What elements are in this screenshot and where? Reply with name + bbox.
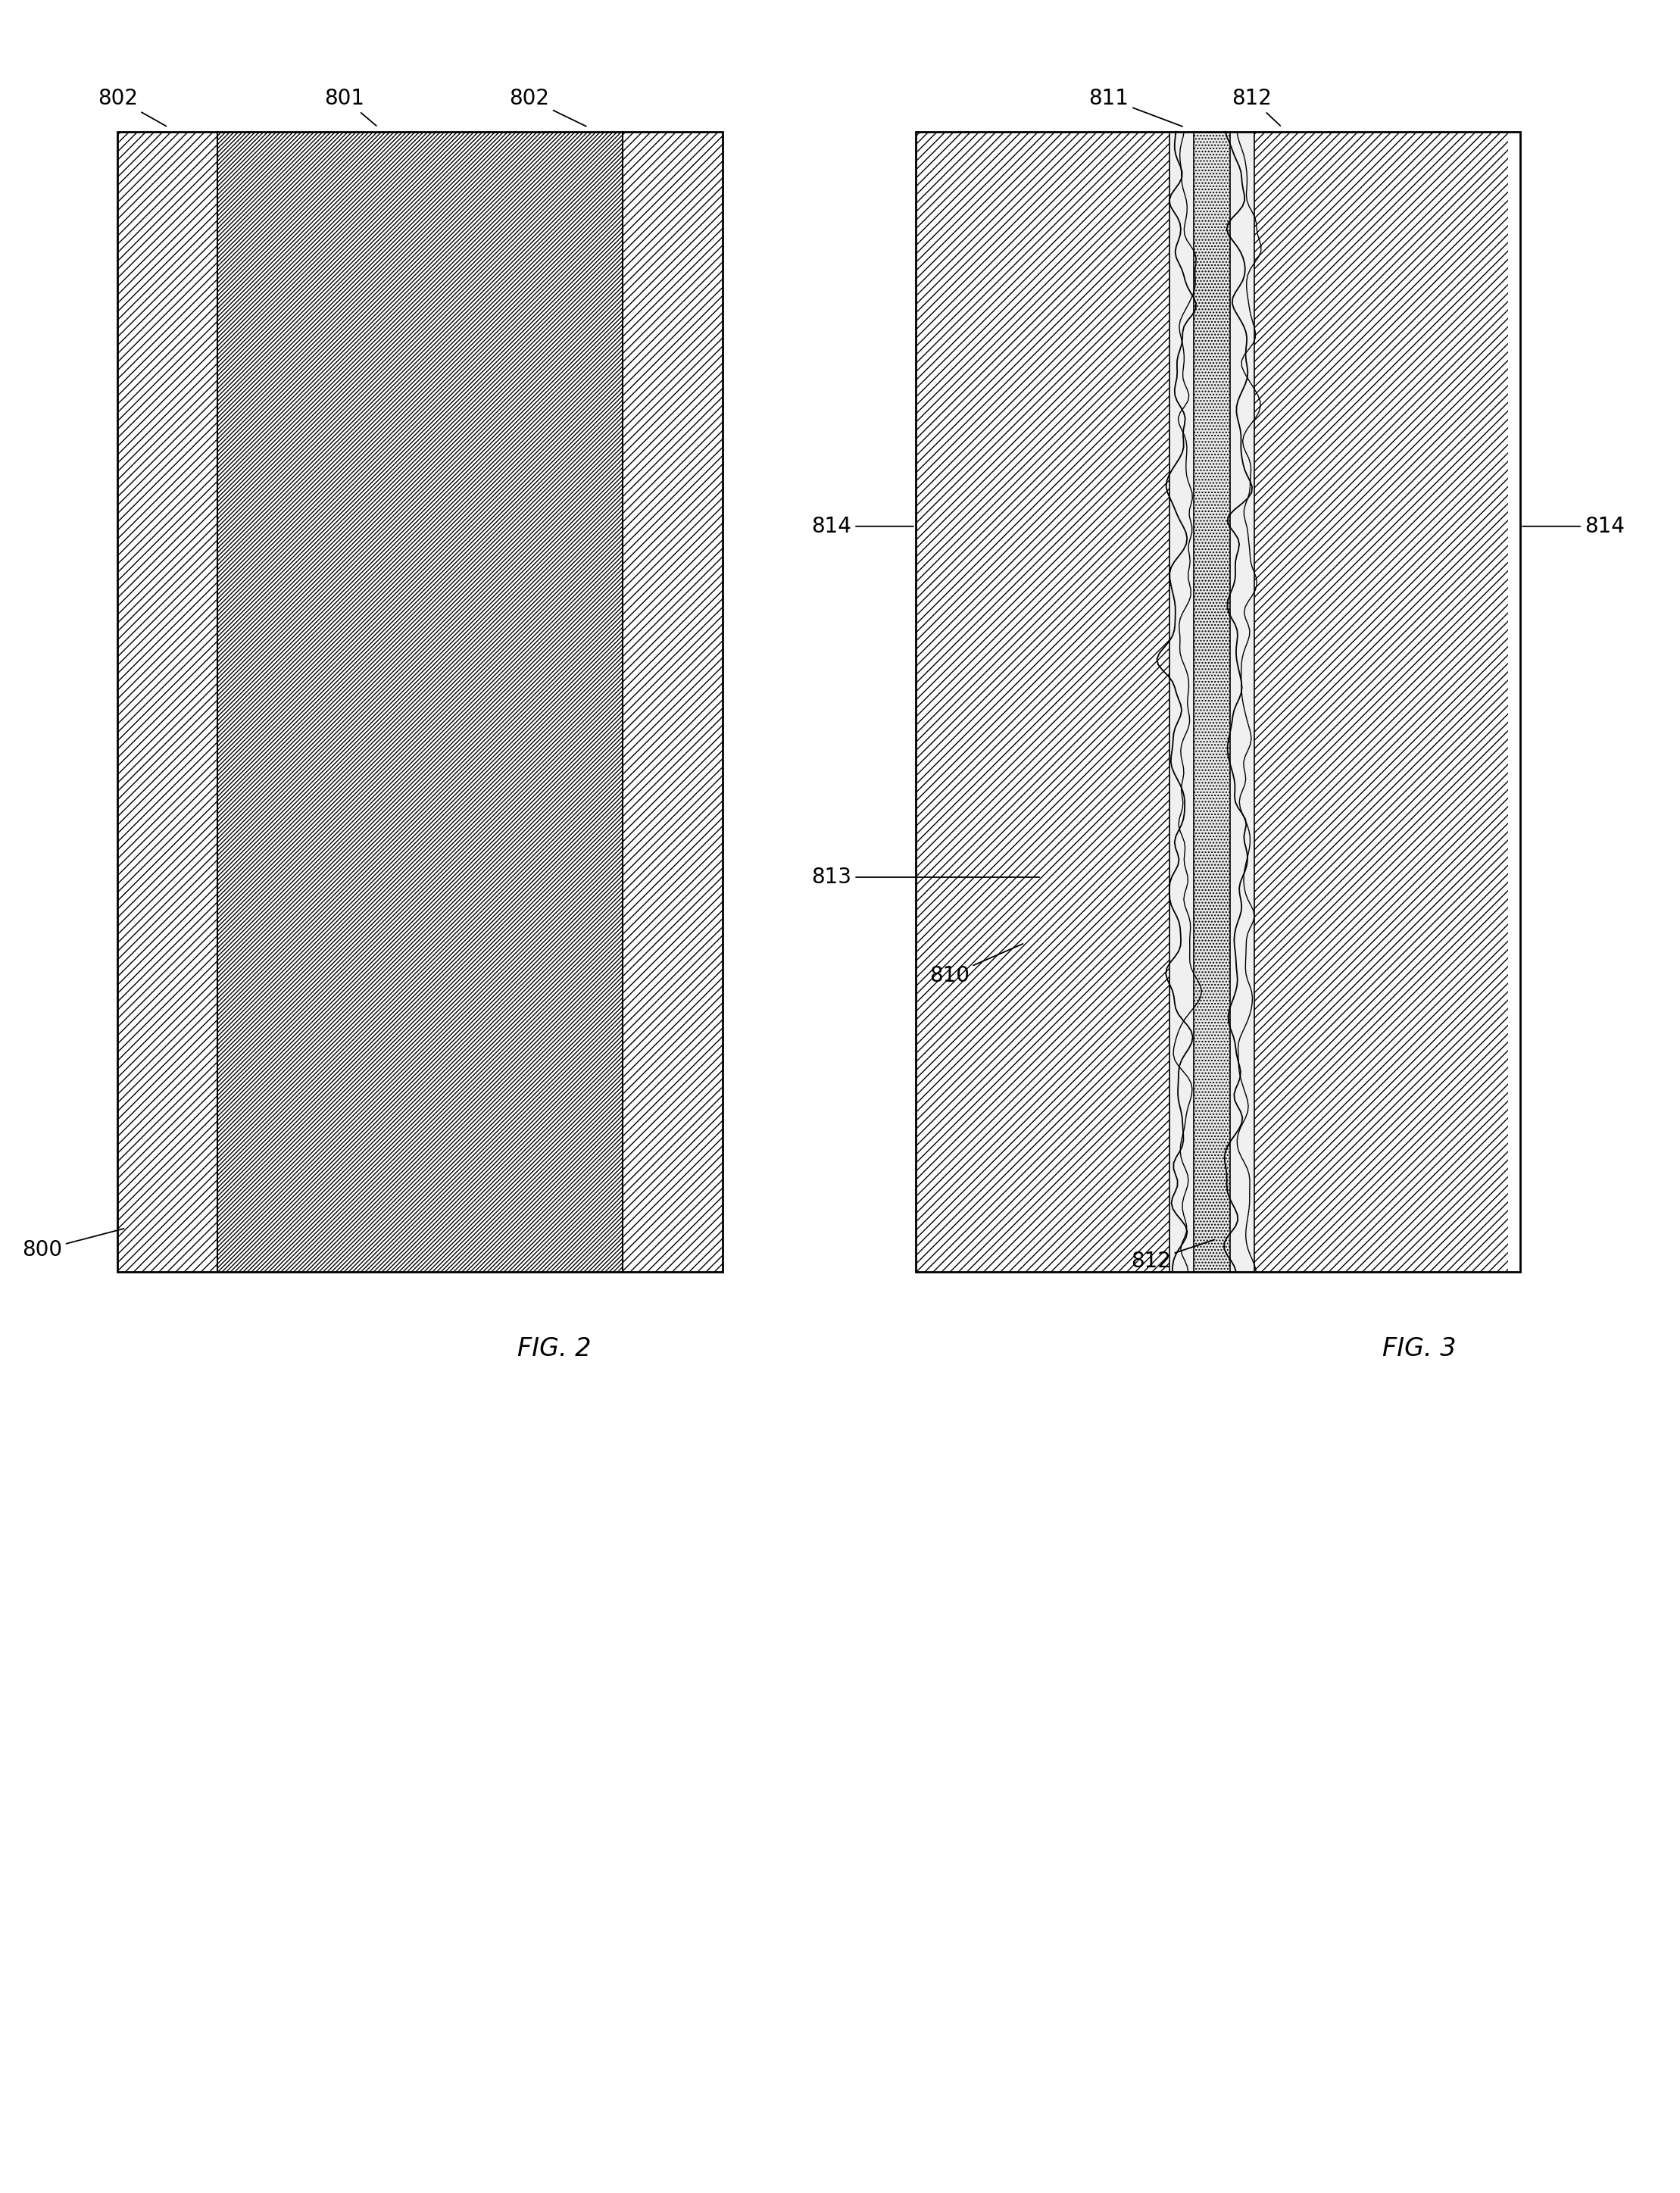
Text: 811: 811 [1089,88,1183,127]
Bar [1169,132,1194,1272]
Text: 800: 800 [22,1228,124,1261]
Bar [623,132,722,1272]
Bar [1255,132,1509,1272]
Bar [916,132,1520,1272]
Text: 802: 802 [509,88,586,127]
Bar [217,132,623,1272]
Text: FIG. 2: FIG. 2 [517,1336,591,1362]
Bar [916,132,1169,1272]
Bar [118,132,217,1272]
Text: 801: 801 [324,88,376,125]
Bar [1230,132,1255,1272]
Text: 812: 812 [1131,1239,1215,1272]
Text: FIG. 3: FIG. 3 [1383,1336,1457,1362]
Text: 813: 813 [811,866,1040,888]
Text: 814: 814 [811,515,914,537]
Bar [1194,132,1230,1272]
Text: 810: 810 [929,943,1023,987]
Text: 802: 802 [97,88,166,127]
Text: 814: 814 [1522,515,1625,537]
Text: 812: 812 [1231,88,1280,125]
Bar [118,132,722,1272]
